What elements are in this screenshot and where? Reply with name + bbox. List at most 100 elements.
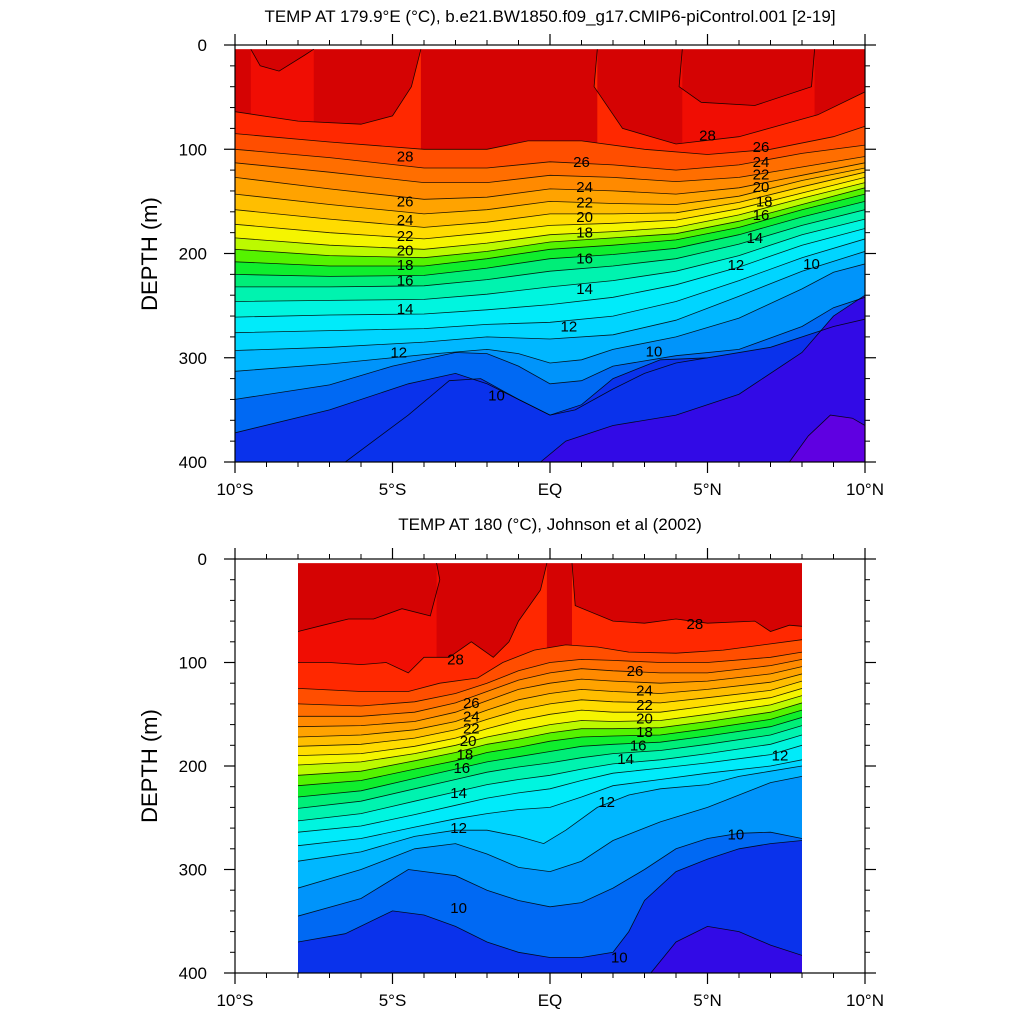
contour-line (650, 925, 802, 973)
contour-line (298, 666, 802, 728)
contour-lines (235, 48, 865, 462)
contour-label: 26 (463, 695, 480, 712)
contour-label: 26 (573, 154, 590, 171)
contour-label: 22 (576, 194, 593, 211)
contour-label: 26 (753, 139, 770, 156)
contour-label: 12 (772, 748, 789, 765)
model-panel: TEMP AT 179.9°E (°C), b.e21.BW1850.f09_g… (137, 7, 884, 499)
contour-line (235, 251, 865, 351)
y-tick-label: 300 (179, 861, 207, 880)
contour-label: 24 (576, 179, 593, 196)
contour-label: 24 (463, 708, 480, 725)
contour-line (298, 765, 802, 862)
contour-line (235, 201, 865, 277)
contour-label: 10 (488, 387, 505, 404)
y-tick-label: 100 (179, 654, 207, 673)
contour-label: 12 (598, 794, 615, 811)
contour-band (540, 295, 865, 462)
contour-band (650, 926, 802, 973)
contour-line (298, 702, 802, 776)
y-tick-label: 300 (179, 349, 207, 368)
contour-label: 14 (397, 301, 414, 318)
x-tick-label: 10°S (216, 991, 253, 1010)
y-tick-label: 200 (179, 757, 207, 776)
contour-label: 10 (728, 826, 745, 843)
contour-label: 28 (447, 651, 464, 668)
contour-label: 28 (699, 128, 716, 145)
contour-label: 18 (636, 724, 653, 741)
contour-label: 26 (397, 193, 414, 210)
contour-lines (298, 563, 802, 973)
contour-line (593, 49, 865, 145)
contour-label: 14 (576, 281, 593, 298)
contour-label: 10 (611, 950, 628, 967)
contour-label: 24 (397, 212, 414, 229)
contour-label: 20 (636, 710, 653, 727)
x-tick-label: 5°N (693, 991, 722, 1010)
contour-line (298, 639, 802, 692)
contour-label: 28 (397, 149, 414, 166)
contour-line (235, 171, 865, 228)
contour-label: 18 (457, 747, 474, 764)
contour-line (235, 125, 865, 155)
contour-label: 14 (617, 751, 634, 768)
contour-label: 12 (390, 345, 407, 362)
contour-line (298, 840, 802, 958)
contour-label: 24 (753, 154, 770, 171)
contour-line (235, 209, 865, 288)
contour-line (678, 49, 815, 106)
contour-label: 22 (463, 721, 480, 738)
contour-line (298, 717, 802, 798)
x-tick-label: EQ (538, 991, 563, 1010)
x-tick-label: 5°N (693, 480, 722, 499)
contour-label: 10 (450, 900, 467, 917)
contour-line (235, 177, 865, 240)
y-tick-label: 100 (179, 140, 207, 159)
chart-title: TEMP AT 179.9°E (°C), b.e21.BW1850.f09_g… (264, 7, 835, 26)
contour-line (298, 734, 802, 822)
contour-fills (298, 563, 802, 973)
contour-line (298, 680, 802, 747)
contour-line (789, 414, 865, 462)
contour-line (235, 218, 865, 302)
contour-label: 10 (803, 256, 820, 273)
contour-line (235, 182, 865, 250)
contour-line (298, 651, 802, 707)
contour-label: 12 (450, 820, 467, 837)
axis-ticks: 10°S 5°S EQ 5°N 10°N 0 100 200 300 400 (179, 548, 884, 1010)
contour-label: 22 (397, 228, 414, 245)
y-tick-label: 0 (198, 550, 207, 569)
contour-line (540, 294, 865, 462)
contour-label: 22 (753, 166, 770, 183)
x-tick-label: 5°S (379, 991, 407, 1010)
contour-label: 20 (576, 209, 593, 226)
contour-label: 18 (576, 225, 593, 242)
x-tick-label: 10°N (846, 991, 884, 1010)
contour-label: 14 (746, 230, 763, 247)
contour-label: 16 (576, 251, 593, 268)
contour-line (298, 776, 802, 889)
x-tick-label: 5°S (379, 480, 407, 499)
contour-line (235, 167, 865, 215)
contour-line (298, 759, 802, 847)
contour-labels: 2828262624242222202018181616141412121210… (447, 616, 788, 966)
contour-line (298, 725, 802, 809)
contour-label: 18 (397, 257, 414, 274)
contour-label: 12 (728, 257, 745, 274)
contour-label: 16 (453, 760, 470, 777)
contour-line (235, 49, 422, 125)
contour-band (298, 840, 802, 973)
x-tick-label: 10°N (846, 480, 884, 499)
contour-label: 22 (636, 697, 653, 714)
y-tick-label: 400 (179, 964, 207, 983)
contour-line (235, 156, 865, 183)
contour-line (235, 228, 865, 318)
axis-ticks: 10°S 5°S EQ 5°N 10°N 0 100 200 300 400 (179, 34, 884, 499)
contour-line (298, 563, 441, 632)
contour-label: 20 (460, 733, 477, 750)
x-tick-label: 10°S (216, 480, 253, 499)
contour-line (298, 688, 802, 756)
contour-label: 12 (561, 319, 578, 336)
